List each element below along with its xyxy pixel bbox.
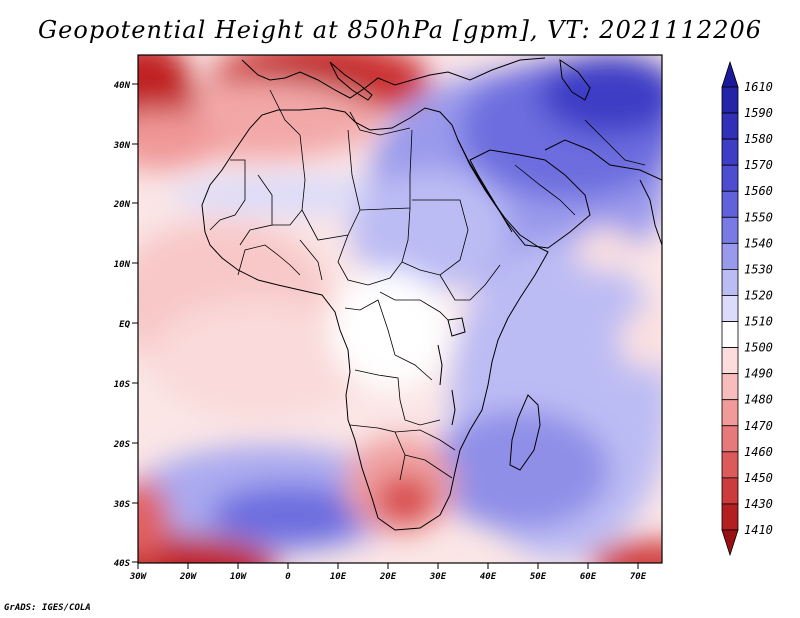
caspian-coastline [559,58,591,101]
lon-label: 30W [129,572,148,582]
colorbar-label: 1450 [744,471,773,485]
country-borders [209,89,646,481]
lon-label: 20W [179,572,198,582]
africa-coastline [201,107,549,531]
colorbar-swatch [721,373,739,401]
colorbar-max-arrow [721,60,739,88]
lake-victoria [447,317,466,337]
italy-coastline [329,61,373,101]
lake-tanganyika [437,344,443,386]
lat-label: 30S [113,500,131,510]
lon-label: 50E [530,572,547,582]
colorbar-swatch [721,190,739,218]
colorbar-label: 1410 [744,523,773,537]
colorbar-swatch [721,269,739,296]
colorbar-label: 1480 [744,393,773,407]
plot-frame [137,54,663,564]
lat-label: 10N [114,260,131,270]
colorbar-swatch [721,347,739,375]
madagascar-coastline [509,394,541,471]
lat-label: 20S [113,440,131,450]
colorbar-label: 1550 [744,210,773,224]
coastlines [201,57,662,531]
colorbar-swatch [721,242,739,270]
colorbar-swatch [721,86,739,114]
india-coastline [639,179,662,246]
colorbar-label: 1590 [744,106,773,120]
colorbar-swatch [721,425,739,453]
colorbar-swatch [721,295,739,322]
colorbar-swatch [721,138,739,166]
colorbar-label: 1510 [744,315,773,329]
lat-label: 40N [114,81,131,91]
lon-label: 20E [379,572,397,582]
colorbar-swatch [721,164,739,192]
colorbar-swatch [721,451,739,479]
colorbar-label: 1580 [744,132,773,146]
colorbar-swatch [721,216,739,244]
europe-coastline [241,57,546,99]
colorbar-swatch [721,503,739,531]
lat-label: 30N [113,141,131,151]
lat-label: EQ [119,320,130,330]
colorbar-label: 1490 [744,367,773,381]
lon-label: 30E [429,572,447,582]
grads-credit: GrADS: IGES/COLA [4,603,91,613]
lon-label: 70E [630,572,647,582]
colorbar-swatch [721,477,739,505]
arabia-coastline [469,149,591,249]
lon-label: 10W [230,572,248,582]
map-title: Geopotential Height at 850hPa [gpm], VT:… [38,16,762,44]
lon-label: 40E [480,572,497,582]
colorbar: 1610 1590 1580 1570 1560 1550 1540 1530 1520 1510… [721,60,773,557]
colorbar-label: 1540 [744,236,773,250]
lat-label: 20N [113,200,131,210]
lake-malawi [451,389,456,426]
colorbar-swatch [721,399,739,427]
longitude-axis: 30W 20W 10W 0 10E 20E 30E 40E 50E 60E 70… [129,563,647,582]
colorbar-label: 1610 [744,80,773,94]
colorbar-label: 1430 [744,497,773,511]
latitude-axis: 40N 30N 20N 10N EQ 10S 20S 30S 40S [113,81,138,569]
colorbar-label: 1460 [744,445,773,459]
iran-coastline [544,139,662,181]
lon-label: 60E [580,572,597,582]
lat-label: 40S [114,559,131,569]
colorbar-label: 1520 [744,288,773,302]
colorbar-label: 1470 [744,419,773,433]
colorbar-label: 1530 [744,262,773,276]
colorbar-label: 1500 [744,341,773,355]
lon-label: 10E [330,572,347,582]
lon-label: 0 [285,572,291,582]
colorbar-swatch [721,112,739,140]
colorbar-swatch [721,321,739,348]
colorbar-min-arrow [721,529,739,557]
height-field [138,55,662,563]
red-sea-coastline [457,139,513,233]
colorbar-label: 1570 [744,158,773,172]
colorbar-label: 1560 [744,184,773,198]
lat-label: 10S [114,380,131,390]
